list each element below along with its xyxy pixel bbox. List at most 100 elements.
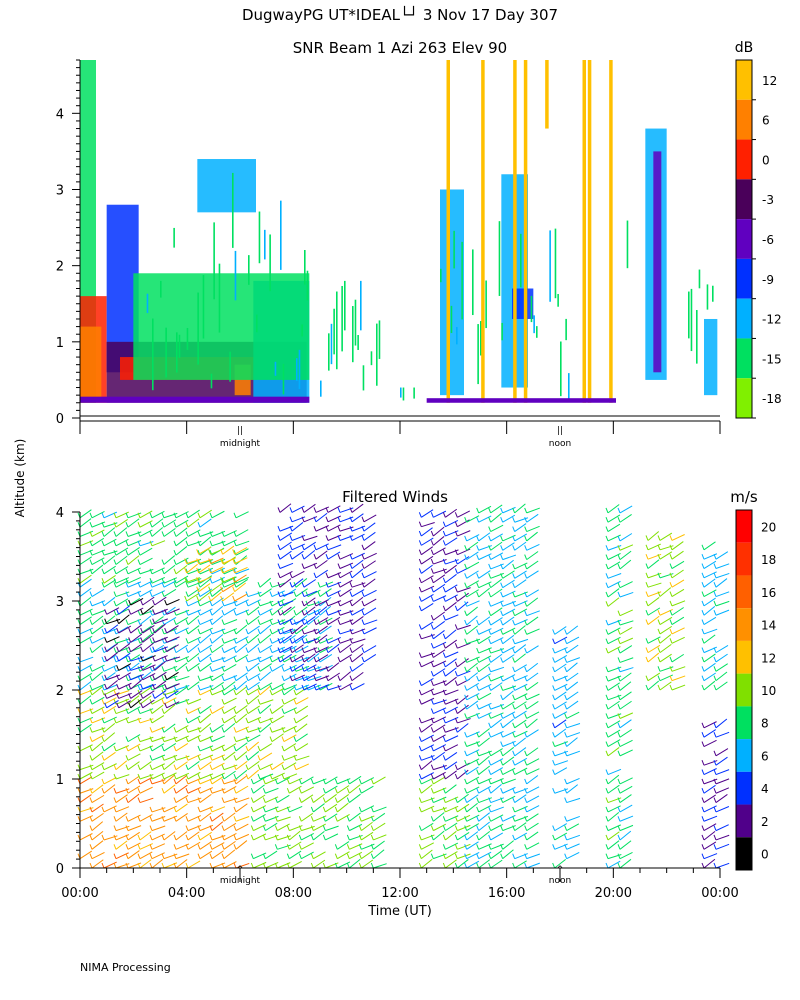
wind-barb bbox=[259, 671, 272, 682]
wind-barb bbox=[361, 815, 375, 822]
wind-barb bbox=[566, 784, 579, 794]
wind-barb-flag bbox=[617, 545, 621, 551]
wind-barb-flag bbox=[617, 535, 621, 542]
wind-barb bbox=[445, 842, 459, 850]
wind-barb-flag bbox=[552, 647, 556, 654]
wind-barb-flag bbox=[298, 788, 302, 794]
wind-barb-flag bbox=[113, 816, 117, 822]
snr-speckle bbox=[706, 284, 709, 310]
wind-barb bbox=[421, 744, 435, 752]
wind-barb-flag bbox=[713, 647, 717, 653]
wind-barb bbox=[79, 764, 94, 771]
wind-barb-flag bbox=[713, 760, 717, 766]
wind-barb-flag bbox=[185, 764, 189, 770]
wind-barb bbox=[337, 814, 350, 822]
wind-barb bbox=[514, 517, 529, 523]
wind-barb bbox=[235, 685, 248, 696]
wind-barb-flag bbox=[125, 825, 129, 831]
wind-barb bbox=[315, 666, 330, 672]
wind-barb bbox=[277, 862, 291, 869]
wind-barb-flag bbox=[464, 685, 468, 691]
wind-barb-flag bbox=[137, 708, 141, 714]
wind-barb-flag bbox=[101, 531, 105, 537]
wind-barb bbox=[79, 596, 92, 607]
wind-barb-flag bbox=[125, 559, 129, 565]
snr-speckle bbox=[362, 365, 365, 391]
wind-barb bbox=[327, 572, 342, 579]
wind-barb bbox=[327, 636, 341, 644]
wind-barb bbox=[211, 775, 225, 785]
wind-barb bbox=[234, 557, 248, 565]
wind-barb bbox=[151, 743, 165, 752]
wind-barb-flag bbox=[209, 647, 213, 653]
wind-barb-flag bbox=[197, 549, 201, 556]
wind-barb bbox=[351, 582, 366, 588]
wind-barb-flag bbox=[464, 675, 468, 682]
snr-speckle bbox=[360, 280, 362, 331]
wind-barb-flag bbox=[161, 708, 165, 714]
wind-barb bbox=[223, 645, 237, 654]
wind-barb-flag bbox=[233, 675, 237, 681]
wind-barb-flag bbox=[605, 731, 609, 738]
wind-barb-flag bbox=[512, 666, 516, 672]
snr-speckle bbox=[160, 280, 162, 298]
snr-region bbox=[704, 318, 718, 396]
wind-barb bbox=[175, 662, 188, 672]
wind-barb bbox=[79, 716, 94, 724]
wind-barb bbox=[478, 616, 491, 626]
wind-barb bbox=[466, 851, 480, 860]
wind-barb bbox=[466, 589, 479, 598]
wind-barb-flag bbox=[185, 862, 189, 869]
wind-barb-flag bbox=[89, 689, 93, 696]
wind-barb-flag bbox=[713, 610, 717, 616]
wind-barb bbox=[619, 830, 632, 841]
wind-barb-flag bbox=[185, 736, 189, 742]
wind-barb-flag bbox=[250, 862, 254, 869]
wind-barb bbox=[301, 812, 314, 822]
wind-barb-flag bbox=[500, 816, 504, 822]
wind-barb bbox=[502, 559, 514, 570]
wind-colorbar-label: 4 bbox=[761, 782, 769, 796]
wind-barb bbox=[151, 540, 166, 547]
wind-barb bbox=[373, 822, 386, 832]
wind-barb bbox=[79, 850, 93, 860]
wind-barb-flag bbox=[164, 674, 168, 680]
wind-barb-flag bbox=[488, 601, 492, 607]
wind-barb-flag bbox=[245, 689, 249, 696]
wind-barb-flag bbox=[113, 521, 117, 528]
wind-barb bbox=[327, 600, 342, 607]
wind-barb-flag bbox=[317, 619, 321, 625]
wind-barb bbox=[234, 547, 248, 555]
wind-barb-flag bbox=[277, 572, 281, 579]
wind-barb-flag bbox=[197, 591, 201, 597]
wind-barb bbox=[211, 850, 224, 860]
wind-barb bbox=[619, 581, 633, 589]
wind-barb-flag bbox=[657, 675, 661, 681]
wind-barb bbox=[115, 717, 130, 724]
wind-barb-flag bbox=[701, 563, 705, 569]
wind-barb-flag bbox=[161, 745, 165, 752]
wind-barb bbox=[175, 699, 190, 705]
wind-barb-flag bbox=[313, 544, 317, 551]
wind-barb bbox=[421, 858, 433, 869]
wind-barb bbox=[502, 825, 516, 832]
snr-speckle bbox=[352, 306, 354, 363]
wind-barb bbox=[607, 523, 621, 533]
wind-barb bbox=[619, 505, 633, 514]
wind-barb bbox=[79, 635, 93, 644]
wind-barb-flag bbox=[442, 671, 446, 677]
wind-barb-flag bbox=[617, 685, 621, 691]
wind-barb-flag bbox=[149, 675, 153, 681]
wind-barb bbox=[361, 805, 375, 813]
wind-barb-flag bbox=[552, 788, 556, 794]
wind-barb-flag bbox=[149, 806, 153, 813]
wind-barb bbox=[130, 698, 142, 709]
wind-barb-flag bbox=[512, 788, 516, 794]
wind-barb-flag bbox=[713, 591, 717, 597]
wind-barb bbox=[127, 540, 142, 547]
wind-barb-flag bbox=[334, 778, 338, 785]
wind-barb bbox=[79, 672, 93, 682]
wind-barb-flag bbox=[713, 722, 717, 729]
wind-barb bbox=[514, 860, 527, 869]
wind-barb-flag bbox=[442, 568, 446, 574]
